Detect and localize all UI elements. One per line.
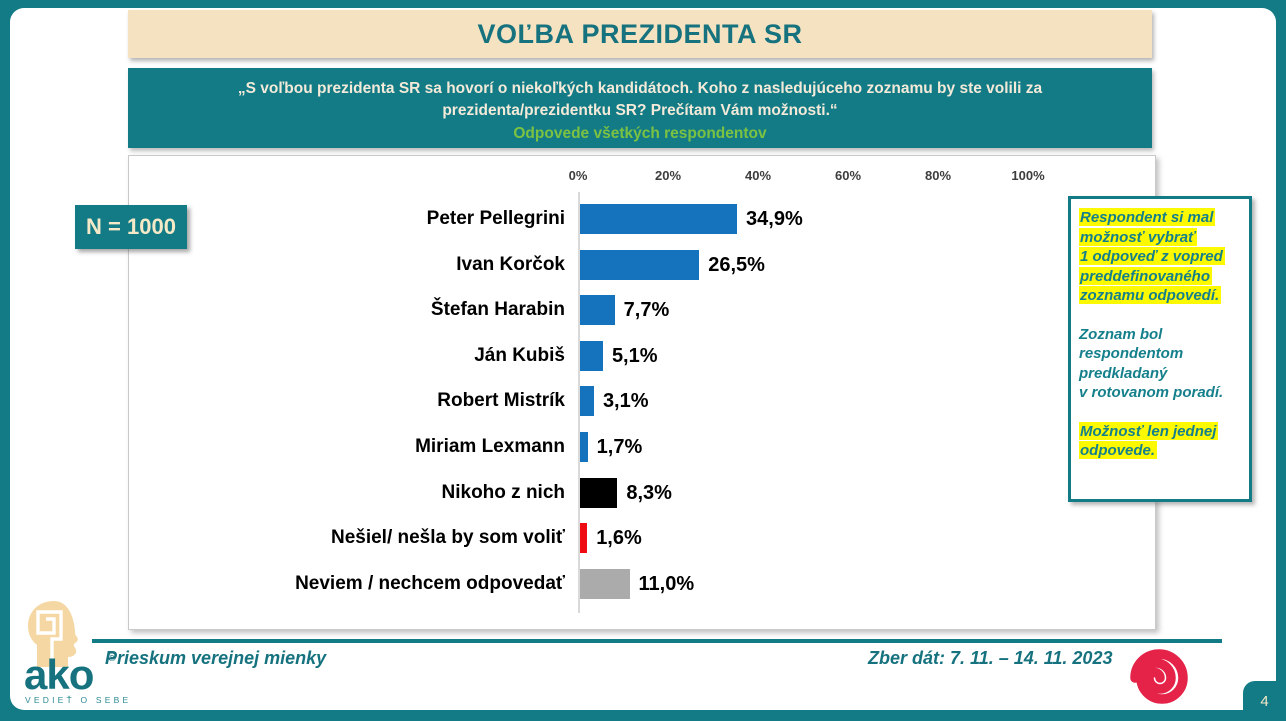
- x-axis-tick-label: 100%: [1011, 168, 1045, 183]
- question-box: „S voľbou prezidenta SR sa hovorí o niek…: [128, 68, 1152, 148]
- bar-row: Štefan Harabin 7,7%: [129, 295, 1155, 326]
- bar: [580, 568, 630, 599]
- category-label: Ján Kubiš: [474, 344, 565, 366]
- spiral-logo-icon: [1130, 649, 1188, 704]
- page-title: VOĽBA PREZIDENTA SR: [477, 18, 803, 49]
- value-label: 26,5%: [708, 253, 765, 276]
- bar: [580, 432, 588, 462]
- note-paragraph: Zoznam bol respondentom predkladaný v rotov…: [1079, 325, 1224, 402]
- bar-row: Neviem / nechcem odpovedať 11,0%: [129, 568, 1155, 599]
- svg-text:ako: ako: [24, 651, 94, 698]
- head-profile-icon: ako ® VEDIEŤ O SEBE: [24, 601, 128, 705]
- methodology-note: Respondent si mal možnosť vybrať 1 odpoveď…: [1068, 196, 1252, 502]
- y-axis-line: [578, 192, 580, 613]
- x-axis-tick-label: 60%: [834, 168, 862, 183]
- page-number-tab: 4: [1243, 681, 1286, 721]
- category-label: Neviem / nechcem odpovedať: [295, 572, 565, 594]
- value-label: 7,7%: [623, 299, 670, 322]
- x-axis-tick-label: 80%: [924, 168, 952, 183]
- bar: [580, 477, 618, 508]
- bar-row: Nešiel/ nešla by som voliť 1,6%: [129, 523, 1155, 554]
- bar-row: Nikoho z nich 8,3%: [129, 477, 1155, 508]
- value-label: 8,3%: [626, 481, 672, 504]
- category-label: Nešiel/ nešla by som voliť: [330, 527, 565, 549]
- bar-row: Ján Kubiš 5,1%: [129, 340, 1155, 371]
- question-subtitle: Odpovede všetkých respondentov: [513, 125, 767, 142]
- bar: [580, 340, 603, 371]
- sample-size-badge: N = 1000: [75, 205, 187, 249]
- value-label: 34,9%: [746, 208, 803, 230]
- svg-text:®: ®: [108, 652, 116, 664]
- value-label: 3,1%: [602, 390, 649, 413]
- bar: [580, 249, 700, 280]
- value-label: 5,1%: [611, 344, 658, 367]
- footer-right-text: Zber dát: 7. 11. – 14. 11. 2023: [868, 648, 1113, 668]
- x-axis-tick-label: 20%: [654, 168, 682, 183]
- note-paragraph: Možnosť len jednej odpovede.: [1079, 421, 1219, 459]
- footer-left-text: Prieskum verejnej mienky: [105, 648, 327, 668]
- bar-chart: 0% 20% 40% 60% 80% 100% Peter Pellegrini 34,9%…: [128, 155, 1156, 630]
- bar: [580, 204, 738, 234]
- note-paragraph: Respondent si mal možnosť vybrať 1 odpoveď…: [1079, 208, 1225, 304]
- category-label: Miriam Lexmann: [415, 436, 565, 457]
- value-label: 1,7%: [596, 436, 643, 458]
- category-label: Robert Mistrík: [437, 390, 565, 412]
- question-line-1: „S voľbou prezidenta SR sa hovorí o niek…: [237, 80, 1043, 97]
- x-axis-tick-label: 0%: [568, 168, 588, 183]
- category-label: Nikoho z nich: [441, 481, 566, 503]
- ako-agency-logo: ako ® VEDIEŤ O SEBE: [16, 597, 128, 709]
- page-number: 4: [1260, 692, 1269, 710]
- footer-divider: [92, 639, 1222, 643]
- value-label: 1,6%: [596, 527, 642, 550]
- svg-text:VEDIEŤ O SEBE: VEDIEŤ O SEBE: [25, 695, 128, 705]
- bar-row: Miriam Lexmann 1,7%: [129, 432, 1155, 462]
- x-axis-tick-label: 40%: [744, 168, 772, 183]
- bar-row: Robert Mistrík 3,1%: [129, 386, 1155, 417]
- category-label: Štefan Harabin: [430, 299, 565, 321]
- bar-row: Ivan Korčok 26,5%: [129, 249, 1155, 280]
- question-line-2: prezidenta/prezidentku SR? Prečítam Vám …: [442, 102, 838, 119]
- bar-row: Peter Pellegrini 34,9%: [129, 204, 1155, 234]
- category-label: Peter Pellegrini: [426, 208, 565, 229]
- title-bar: VOĽBA PREZIDENTA SR: [128, 10, 1152, 58]
- bar: [580, 295, 615, 326]
- bar: [580, 386, 594, 417]
- category-label: Ivan Korčok: [456, 253, 565, 275]
- bar: [580, 523, 588, 554]
- value-label: 11,0%: [638, 572, 695, 595]
